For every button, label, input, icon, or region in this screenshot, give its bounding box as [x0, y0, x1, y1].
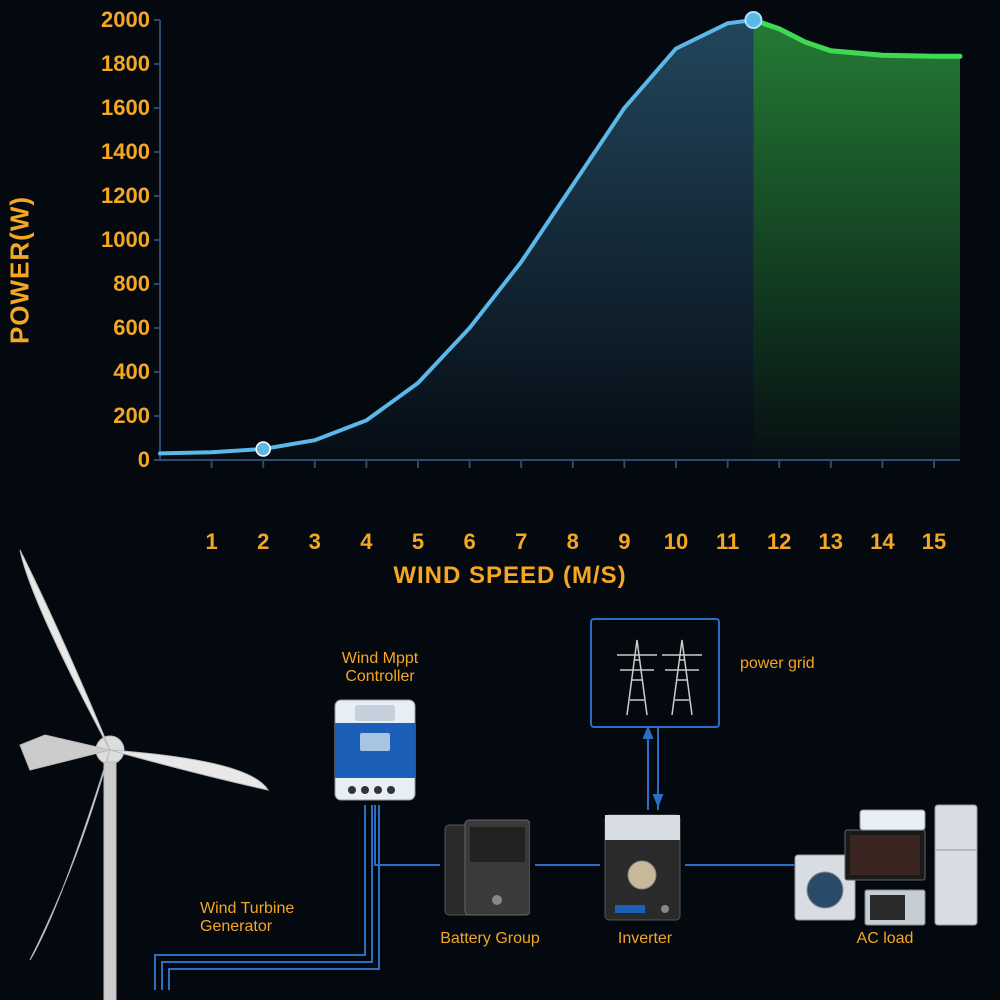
green-fill-area [753, 20, 960, 460]
system-diagram: Wind Turbine Generator Wind Mppt Control… [0, 600, 1000, 1000]
x-tick-marks [212, 460, 934, 468]
y-tick: 200 [90, 403, 150, 429]
y-tick: 1400 [90, 139, 150, 165]
y-tick: 1200 [90, 183, 150, 209]
marker-rated [745, 12, 761, 28]
y-tick: 1800 [90, 51, 150, 77]
chart-svg [160, 20, 960, 460]
y-tick: 1600 [90, 95, 150, 121]
x-axis-label: WIND SPEED (M/S) [393, 562, 626, 590]
y-tick: 600 [90, 315, 150, 341]
x-tick: 11 [716, 529, 739, 555]
x-tick: 10 [664, 529, 688, 555]
y-tick: 800 [90, 271, 150, 297]
x-tick: 14 [870, 529, 894, 555]
x-tick: 13 [819, 529, 843, 555]
x-tick: 9 [618, 529, 630, 555]
x-tick: 15 [922, 529, 946, 555]
x-tick: 6 [463, 529, 475, 555]
x-tick: 12 [767, 529, 791, 555]
x-tick: 4 [360, 529, 372, 555]
y-tick: 0 [90, 447, 150, 473]
blue-fill-area [160, 20, 753, 460]
y-axis-label: POWER(W) [5, 196, 36, 344]
x-tick: 7 [515, 529, 527, 555]
y-tick: 400 [90, 359, 150, 385]
x-tick: 3 [309, 529, 321, 555]
diagram-wires [0, 600, 1000, 1000]
y-tick: 2000 [90, 7, 150, 33]
x-tick: 8 [567, 529, 579, 555]
y-tick: 1000 [90, 227, 150, 253]
power-curve-chart: POWER(W) WIND SPEED (M/S) 0 200 400 600 … [60, 20, 960, 520]
x-tick: 5 [412, 529, 424, 555]
marker-cutIn [256, 442, 270, 456]
